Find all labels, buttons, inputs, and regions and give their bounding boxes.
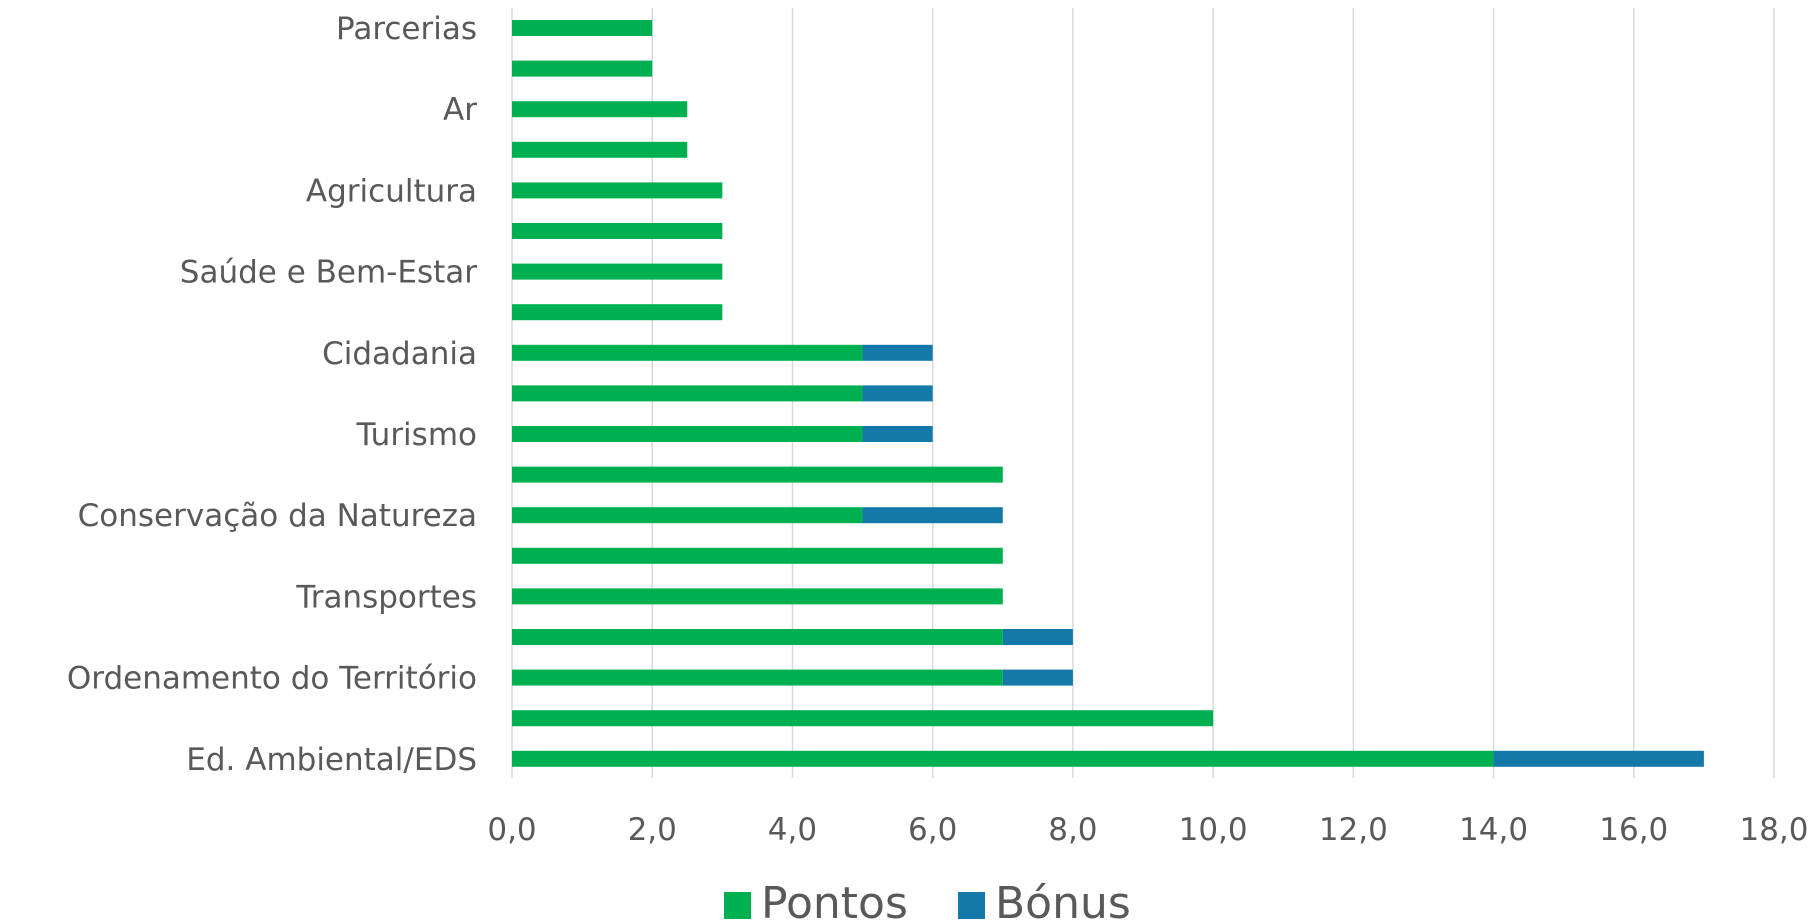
- legend-swatch: [724, 892, 751, 919]
- bar-b-nus: [862, 344, 933, 361]
- bar-b-nus: [862, 507, 1003, 524]
- legend: Pontos Bónus: [724, 878, 1131, 923]
- x-tick-label: 10,0: [1179, 812, 1248, 848]
- x-tick-label: 0,0: [487, 812, 536, 848]
- bars: [512, 20, 1704, 767]
- bar-pontos: [512, 669, 1003, 686]
- bar-b-nus: [1002, 629, 1073, 645]
- category-label: Turismo: [355, 417, 477, 453]
- bar-pontos: [512, 60, 653, 77]
- category-label: Ordenamento do Território: [67, 661, 477, 697]
- category-label: Cidadania: [322, 336, 477, 372]
- bar-pontos: [512, 710, 1214, 727]
- bar-pontos: [512, 223, 723, 239]
- bar-pontos: [512, 182, 723, 199]
- legend-swatch: [958, 892, 985, 919]
- category-label: Conservação da Natureza: [78, 498, 477, 534]
- x-tick-label: 14,0: [1459, 812, 1528, 848]
- x-tick-label: 6,0: [908, 812, 957, 848]
- category-label: Ed. Ambiental/EDS: [186, 742, 477, 778]
- bar-pontos: [512, 304, 723, 321]
- category-label: Ar: [443, 92, 477, 128]
- bar-pontos: [512, 141, 688, 158]
- bar-pontos: [512, 629, 1003, 645]
- gridlines: [511, 8, 1775, 778]
- legend-label: Bónus: [995, 878, 1131, 923]
- bar-pontos: [512, 547, 1003, 564]
- bar-pontos: [512, 385, 863, 402]
- category-label: Agricultura: [306, 173, 477, 209]
- x-tick-label: 16,0: [1599, 812, 1668, 848]
- x-axis-ticks: 0,0 2,0 4,0 6,0 8,0 10,0 12,0 14,0 16,0 18,0: [487, 812, 1808, 848]
- bar-pontos: [512, 20, 653, 36]
- category-label: Transportes: [295, 579, 477, 615]
- bar-b-nus: [862, 426, 933, 442]
- x-tick-label: 4,0: [768, 812, 817, 848]
- x-tick-label: 2,0: [628, 812, 677, 848]
- category-label: Saúde e Bem-Estar: [180, 255, 477, 291]
- bar-pontos: [512, 750, 1494, 767]
- x-tick-label: 12,0: [1319, 812, 1388, 848]
- bar-pontos: [512, 344, 863, 361]
- bar-pontos: [512, 466, 1003, 483]
- bar-pontos: [512, 101, 688, 118]
- bar-b-nus: [1002, 669, 1073, 686]
- legend-label: Pontos: [761, 878, 908, 923]
- x-tick-label: 8,0: [1048, 812, 1097, 848]
- category-label: Parcerias: [336, 11, 477, 47]
- y-axis-labels: Parcerias Ar Agricultura Saúde e Bem-Estar C…: [67, 11, 477, 778]
- bar-pontos: [512, 507, 863, 524]
- bar-b-nus: [1493, 750, 1704, 767]
- x-tick-label: 18,0: [1739, 812, 1808, 848]
- bar-pontos: [512, 426, 863, 442]
- bar-pontos: [512, 263, 723, 280]
- bar-pontos: [512, 588, 1003, 605]
- bar-b-nus: [862, 385, 933, 402]
